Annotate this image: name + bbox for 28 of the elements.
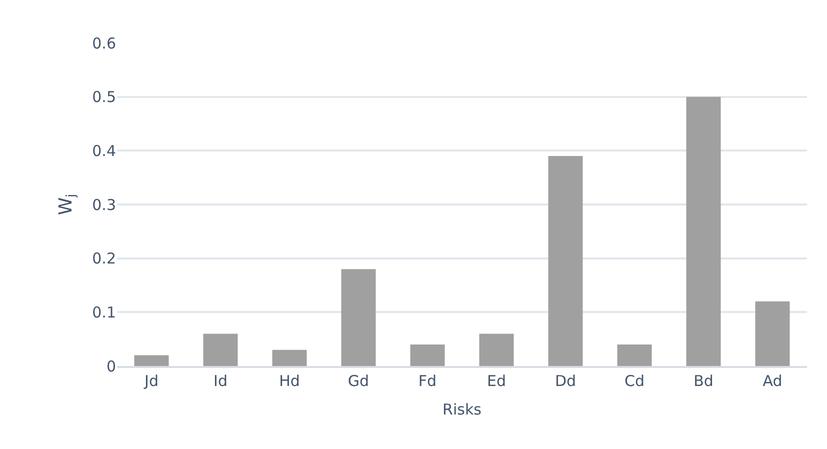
x-tick-label: Id	[214, 372, 228, 390]
y-tick-label: 0.1	[92, 303, 116, 322]
bar	[341, 269, 376, 366]
y-tick-label: 0.2	[92, 250, 116, 268]
x-tick-label: Ed	[487, 372, 506, 390]
bar	[410, 344, 445, 366]
y-tick-label: 0.5	[92, 88, 116, 106]
bar	[203, 334, 238, 366]
y-tick-label: 0.4	[92, 142, 116, 160]
bar	[134, 355, 169, 366]
bar	[617, 344, 652, 366]
x-axis-title: Risks	[442, 400, 482, 418]
x-tick-label: Gd	[348, 372, 370, 390]
x-tick-label: Jd	[144, 372, 158, 390]
bar	[479, 334, 514, 366]
bar	[548, 156, 583, 366]
x-tick-label: Hd	[279, 372, 300, 390]
bar	[755, 301, 790, 366]
y-tick-label: 0.6	[92, 34, 116, 52]
x-tick-label: Ad	[762, 372, 782, 390]
x-tick-label: Bd	[694, 372, 714, 390]
bar	[686, 96, 721, 366]
x-tick-label: Cd	[624, 372, 644, 390]
y-tick-label: 0.3	[92, 196, 116, 214]
x-tick-label: Dd	[554, 372, 576, 390]
bar	[272, 350, 307, 366]
x-tick-label: Fd	[418, 372, 437, 390]
y-tick-label: 0	[106, 357, 116, 376]
